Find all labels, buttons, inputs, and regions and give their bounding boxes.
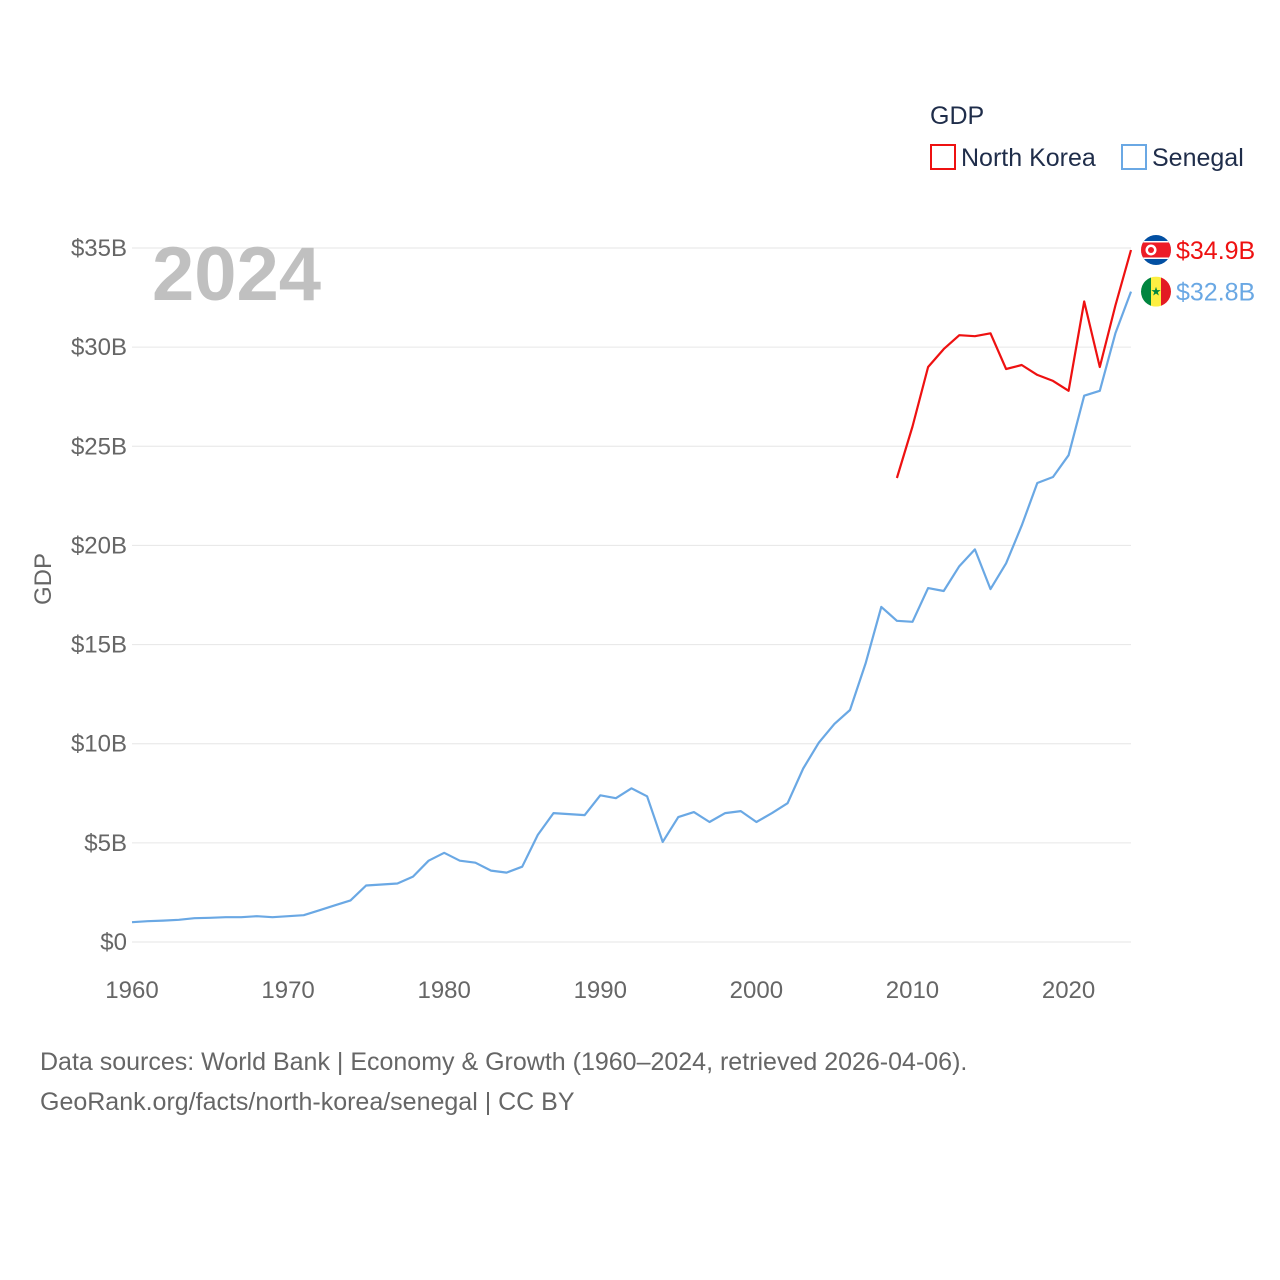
y-tick-label: $5B [84, 830, 127, 857]
x-tick-label: 2020 [1042, 977, 1095, 1004]
svg-text:★: ★ [1151, 285, 1162, 299]
x-tick-label: 1980 [417, 977, 470, 1004]
end-value-label-north-korea: $34.9B [1176, 237, 1255, 265]
y-axis-ticks: $0 $5B $10B $15B $20B $25B $30B $35B [71, 235, 127, 956]
series-end-labels: $34.9B ★ $32.8B [1141, 234, 1255, 307]
legend-label-north-korea[interactable]: North Korea [961, 144, 1096, 172]
legend: GDP North Korea Senegal [930, 102, 1244, 172]
end-value-label-senegal: $32.8B [1176, 279, 1255, 307]
y-tick-label: $10B [71, 731, 127, 758]
series-line-north-korea[interactable] [895, 249, 1133, 479]
x-tick-label: 1970 [261, 977, 314, 1004]
senegal-flag-icon: ★ [1141, 276, 1171, 307]
x-tick-label: 2000 [730, 977, 783, 1004]
y-tick-label: $15B [71, 632, 127, 659]
x-tick-label: 1960 [105, 977, 158, 1004]
y-tick-label: $30B [71, 334, 127, 361]
y-tick-label: $20B [71, 532, 127, 559]
y-tick-label: $35B [71, 235, 127, 262]
x-axis-ticks: 1960 1970 1980 1990 2000 2010 2020 [105, 977, 1095, 1004]
y-tick-label: $0 [100, 929, 127, 956]
north-korea-flag-icon [1141, 234, 1171, 265]
current-year-label: 2024 [152, 232, 321, 317]
source-line-1: Data sources: World Bank | Economy & Gro… [40, 1048, 968, 1076]
legend-title: GDP [930, 102, 984, 130]
x-tick-label: 1990 [574, 977, 627, 1004]
gridlines [132, 247, 1131, 943]
y-tick-label: $25B [71, 433, 127, 460]
legend-swatch-north-korea[interactable] [930, 144, 956, 170]
data-source-note: Data sources: World Bank | Economy & Gro… [40, 1042, 967, 1122]
y-axis-label: GDP [30, 553, 57, 605]
series-line-senegal[interactable] [131, 291, 1133, 924]
legend-label-senegal[interactable]: Senegal [1152, 144, 1244, 172]
source-line-2: GeoRank.org/facts/north-korea/senegal | … [40, 1088, 575, 1116]
x-tick-label: 2010 [886, 977, 939, 1004]
legend-swatch-senegal[interactable] [1121, 144, 1147, 170]
series-lines [131, 249, 1133, 924]
